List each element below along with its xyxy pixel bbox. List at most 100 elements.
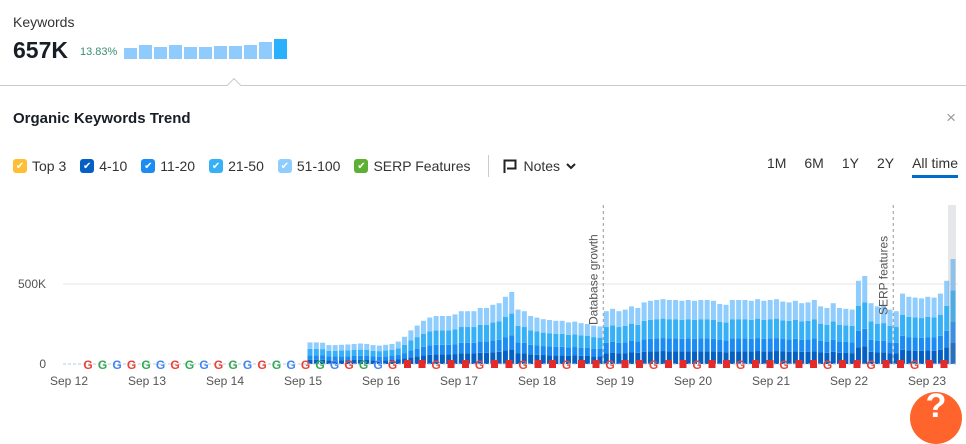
bar-segment-4-10	[893, 353, 899, 364]
bar-segment-51-100	[906, 296, 912, 317]
bar-segment-51-100	[357, 343, 363, 350]
checkbox-checked-icon[interactable]: ✔	[13, 159, 27, 173]
bar-segment-4-10	[458, 353, 464, 364]
legend-label: 4-10	[99, 158, 128, 174]
legend-item-11-20[interactable]: ✔ 11-20	[141, 158, 195, 174]
bar-segment-4-10	[313, 359, 319, 364]
bar-segment-21-50	[698, 319, 704, 339]
bar-segment-4-10	[345, 360, 351, 364]
bar-segment-4-10	[578, 355, 584, 364]
bar-segment-11-20	[950, 322, 956, 344]
bar-segment-21-50	[918, 318, 924, 338]
help-button[interactable]: ?	[910, 392, 962, 444]
bar-segment-21-50	[622, 325, 628, 343]
sparkline-bar	[139, 45, 152, 59]
bar-segment-21-50	[616, 327, 622, 343]
checkbox-checked-icon[interactable]: ✔	[209, 159, 224, 173]
bar-segment-11-20	[584, 348, 590, 356]
range-tab-6m[interactable]: 6M	[804, 155, 824, 171]
annotation-label: Database growth	[586, 234, 600, 325]
bar-segment-4-10	[805, 351, 811, 364]
bar-segment-11-20	[692, 338, 698, 352]
bar-segment-21-50	[786, 320, 792, 340]
checkbox-checked-icon[interactable]: ✔	[80, 159, 95, 173]
bar-segment-51-100	[685, 300, 691, 320]
bar-segment-11-20	[383, 356, 389, 361]
bar-segment-11-20	[837, 341, 843, 353]
range-tab-1m[interactable]: 1M	[766, 155, 787, 171]
checkbox-checked-icon[interactable]: ✔	[277, 159, 292, 173]
google-update-icon: G	[910, 358, 919, 372]
google-update-icon: G	[170, 358, 179, 372]
bar-segment-51-100	[742, 300, 748, 320]
x-tick-label: Sep 23	[908, 374, 946, 388]
x-tick-label: Sep 14	[206, 374, 244, 388]
google-update-icon: G	[866, 358, 875, 372]
close-icon[interactable]: ×	[946, 108, 956, 127]
bar-segment-4-10	[540, 355, 546, 364]
bar-segment-11-20	[603, 342, 609, 354]
checkbox-checked-icon[interactable]: ✔	[354, 159, 369, 173]
bar-segment-51-100	[509, 292, 515, 314]
bar-segment-4-10	[465, 353, 471, 364]
bar-segment-21-50	[767, 319, 773, 339]
bar-segment-4-10	[477, 352, 483, 364]
x-tick-label: Sep 15	[284, 374, 322, 388]
bar-segment-51-100	[811, 300, 817, 320]
range-tab-2y[interactable]: 2Y	[876, 155, 895, 171]
x-tick-label: Sep 20	[674, 374, 712, 388]
bar-segment-11-20	[345, 356, 351, 361]
bar-segment-51-100	[944, 280, 950, 306]
range-tab-all-time[interactable]: All time	[912, 155, 958, 178]
bar-segment-21-50	[736, 319, 742, 339]
bar-segment-21-50	[395, 348, 401, 356]
checkbox-checked-icon[interactable]: ✔	[141, 159, 156, 173]
note-flag-icon	[578, 360, 585, 368]
bar-segment-51-100	[351, 344, 357, 350]
bar-segment-11-20	[427, 345, 433, 355]
bar-segment-21-50	[370, 350, 376, 357]
legend-item-21-50[interactable]: ✔ 21-50	[209, 158, 264, 174]
bar-segment-21-50	[446, 330, 452, 345]
google-update-icon: G	[301, 358, 310, 372]
note-flag-icon	[665, 360, 672, 368]
note-flag-icon	[897, 360, 904, 368]
bar-segment-21-50	[307, 348, 313, 356]
legend-item-51-100[interactable]: ✔ 51-100	[277, 158, 340, 174]
bar-segment-21-50	[332, 350, 338, 357]
bar-segment-51-100	[704, 300, 710, 320]
bar-segment-21-50	[383, 350, 389, 357]
bar-segment-21-50	[326, 350, 332, 357]
bar-segment-51-100	[673, 300, 679, 320]
bar-segment-11-20	[572, 347, 578, 356]
bar-segment-11-20	[824, 341, 830, 353]
legend-item-top-3[interactable]: ✔ Top 3	[13, 158, 66, 174]
bar-segment-21-50	[465, 327, 471, 343]
note-flag-icon	[839, 360, 846, 368]
bar-segment-4-10	[742, 351, 748, 364]
range-tab-1y[interactable]: 1Y	[841, 155, 859, 171]
bar-segment-51-100	[376, 345, 382, 352]
legend-item-4-10[interactable]: ✔ 4-10	[80, 158, 127, 174]
bar-segment-11-20	[862, 328, 868, 347]
bar-segment-21-50	[811, 319, 817, 339]
google-update-icon: G	[141, 358, 150, 372]
bar-segment-21-50	[799, 321, 805, 340]
bar-segment-51-100	[345, 344, 351, 351]
bar-segment-51-100	[427, 317, 433, 332]
legend-item-serp-features[interactable]: ✔ SERP Features	[354, 158, 470, 174]
bar-segment-51-100	[723, 304, 729, 323]
bar-segment-4-10	[736, 351, 742, 364]
bar-segment-4-10	[660, 351, 666, 364]
legend-label: 11-20	[160, 158, 196, 174]
bar-segment-4-10	[635, 352, 641, 364]
bar-segment-11-20	[484, 341, 490, 353]
notes-dropdown[interactable]: Notes	[503, 158, 576, 174]
bar-segment-11-20	[597, 348, 603, 357]
note-flag-icon	[592, 360, 600, 368]
note-flag-icon	[534, 360, 542, 368]
bar-segment-51-100	[629, 306, 634, 324]
bar-segment-11-20	[547, 346, 553, 356]
bar-segment-11-20	[578, 347, 584, 356]
bar-segment-51-100	[364, 344, 370, 350]
